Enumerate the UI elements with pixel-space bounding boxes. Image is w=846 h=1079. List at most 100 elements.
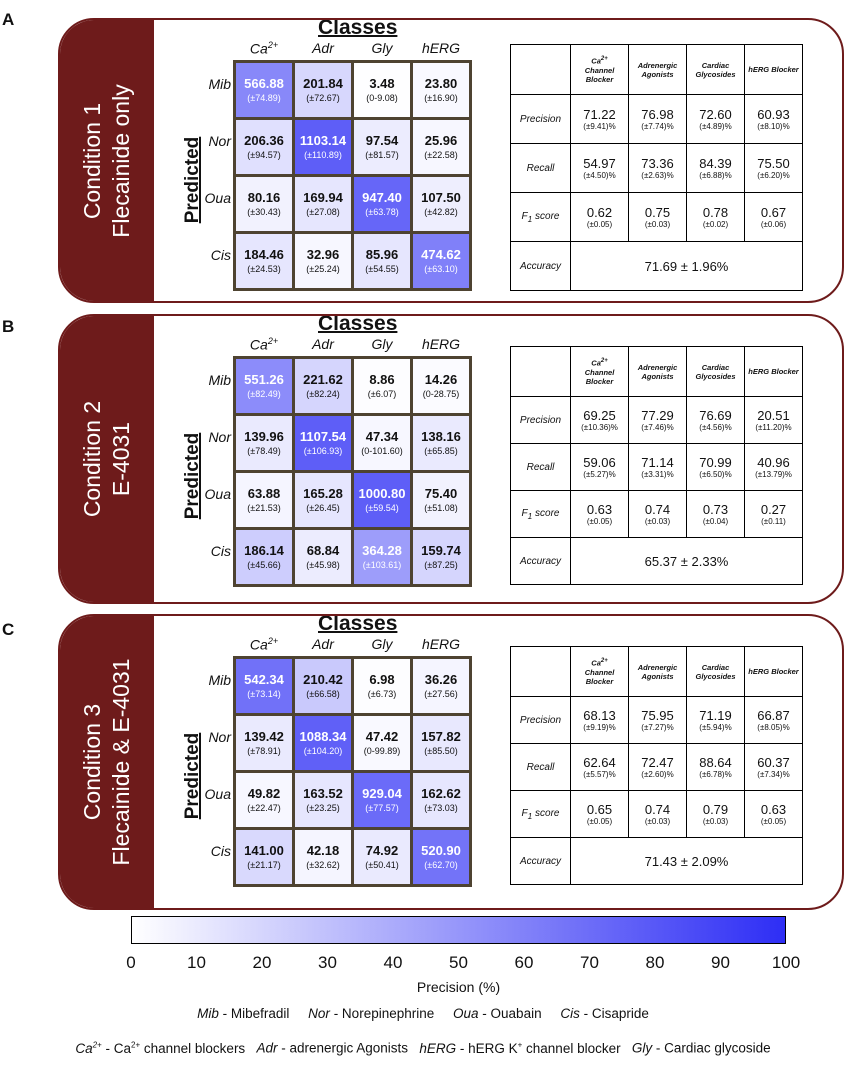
matrix-cell: 138.16 (±65.85) xyxy=(413,416,469,470)
matrix-cell: 186.14 (±45.66) xyxy=(236,530,292,584)
cell-error: (±94.57) xyxy=(247,150,281,160)
column-header: Ca2+ xyxy=(249,40,279,57)
metric-error: (±10.36)% xyxy=(581,422,618,432)
metric-value: 0.63 xyxy=(586,501,613,517)
cell-error: (±32.62) xyxy=(306,860,340,870)
metric-cell: 72.60 (±4.89)% xyxy=(686,94,745,144)
matrix-cell: 201.84 (±72.67) xyxy=(295,63,351,117)
row-header: Cis xyxy=(210,543,231,559)
metric-cell: 0.73 (±0.04) xyxy=(686,490,745,538)
colorbar-label: Precision (%) xyxy=(416,979,501,995)
legend-entry: Ca2+ - Ca2+ channel blockers xyxy=(75,1040,246,1056)
cell-value: 186.14 xyxy=(244,543,284,558)
metric-value: 0.63 xyxy=(760,801,787,817)
cell-error: (±22.47) xyxy=(247,803,281,813)
metrics-corner xyxy=(510,44,571,95)
cell-error: (±65.85) xyxy=(424,446,458,456)
matrix-cell: 6.98 (±6.73) xyxy=(354,659,410,713)
cell-error: (±85.50) xyxy=(424,746,458,756)
metric-error: (±6.78)% xyxy=(699,769,732,779)
matrix-cell: 14.26 (0-28.75) xyxy=(413,359,469,413)
metrics-row-accuracy: Accuracy 71.43 ± 2.09% xyxy=(510,837,803,885)
metrics-row-label: F1 score xyxy=(510,192,571,242)
matrix-cell: 80.16 (±30.43) xyxy=(236,177,292,231)
cell-value: 85.96 xyxy=(365,247,399,262)
metric-value: 0.79 xyxy=(702,801,729,817)
matrix-cell: 139.42 (±78.91) xyxy=(236,716,292,770)
panel-letter: C xyxy=(2,620,15,639)
metrics-column-header: hERG Blocker xyxy=(744,346,803,397)
legend-entry: Gly - Cardiac glycoside xyxy=(631,1040,771,1056)
column-header: Gly xyxy=(371,636,393,652)
metric-error: (±0.02) xyxy=(702,219,729,229)
metric-value: 76.98 xyxy=(641,106,674,122)
metric-value: 0.75 xyxy=(644,204,671,220)
metric-value: 60.37 xyxy=(757,754,790,770)
row-header: Cis xyxy=(210,843,231,859)
cell-error: (±62.70) xyxy=(424,860,458,870)
cell-value: 929.04 xyxy=(362,786,402,801)
matrix-cell: 75.40 (±51.08) xyxy=(413,473,469,527)
cell-error: (±45.98) xyxy=(306,560,340,570)
cell-value: 23.80 xyxy=(424,76,458,91)
matrix-cell: 47.34 (0-101.60) xyxy=(354,416,410,470)
legend-entry: Mib - Mibefradil xyxy=(197,1006,290,1021)
abbreviation-legend-drugs: Mib - Mibefradil Nor - Norepinephrine Ou… xyxy=(0,1006,846,1021)
metric-cell: 69.25 (±10.36)% xyxy=(570,396,629,444)
metric-error: (±7.74)% xyxy=(641,121,674,131)
condition-name: Condition 1 xyxy=(79,102,105,219)
matrix-cell: 32.96 (±25.24) xyxy=(295,234,351,288)
column-header: Gly xyxy=(371,336,393,352)
matrix-cell: 163.52 (±23.25) xyxy=(295,773,351,827)
metric-cell: 75.95 (±7.27)% xyxy=(628,696,687,744)
cell-error: (±63.10) xyxy=(424,264,458,274)
cell-value: 1107.54 xyxy=(299,429,347,444)
metric-value: 75.95 xyxy=(641,707,674,723)
matrix-cell: 74.92 (±50.41) xyxy=(354,830,410,884)
metric-error: (±0.06) xyxy=(760,219,787,229)
colorbar-tick-label: 90 xyxy=(711,953,730,972)
cell-value: 14.26 xyxy=(424,372,458,387)
matrix-cell: 184.46 (±24.53) xyxy=(236,234,292,288)
metric-error: (±9.41)% xyxy=(583,121,616,131)
colorbar-tick-label: 80 xyxy=(645,953,665,972)
row-header: Mib xyxy=(208,372,231,388)
metric-value: 69.25 xyxy=(583,407,616,423)
metric-value: 59.06 xyxy=(583,454,616,470)
matrix-cell: 1000.80 (±59.54) xyxy=(354,473,410,527)
metric-value: 0.74 xyxy=(644,801,671,817)
metric-value: 71.14 xyxy=(641,454,674,470)
metric-error: (±3.31)% xyxy=(641,469,674,479)
metric-value: 0.65 xyxy=(586,801,613,817)
metric-error: (±4.50)% xyxy=(583,170,616,180)
metric-cell: 0.75 (±0.03) xyxy=(628,192,687,242)
metric-cell: 0.67 (±0.06) xyxy=(744,192,803,242)
metric-cell: 40.96 (±13.79)% xyxy=(744,443,803,491)
metric-cell: 73.36 (±2.63)% xyxy=(628,143,687,193)
metrics-column-header: Ca2+ Channel Blocker xyxy=(570,646,629,697)
metric-cell: 0.74 (±0.03) xyxy=(628,790,687,838)
metric-error: (±13.79)% xyxy=(755,469,792,479)
metric-cell: 0.62 (±0.05) xyxy=(570,192,629,242)
metric-cell: 71.14 (±3.31)% xyxy=(628,443,687,491)
cell-error: (±27.56) xyxy=(424,689,458,699)
metric-cell: 68.13 (±9.19)% xyxy=(570,696,629,744)
metric-error: (±0.03) xyxy=(644,516,671,526)
metric-cell: 72.47 (±2.60)% xyxy=(628,743,687,791)
matrix-cell: 206.36 (±94.57) xyxy=(236,120,292,174)
cell-value: 36.26 xyxy=(424,672,458,687)
matrix-cell: 947.40 (±63.78) xyxy=(354,177,410,231)
cell-value: 169.94 xyxy=(303,190,343,205)
cell-error: (0-101.60) xyxy=(361,446,403,456)
cell-error: (±22.58) xyxy=(424,150,458,160)
metric-value: 71.19 xyxy=(699,707,732,723)
cell-value: 32.96 xyxy=(306,247,340,262)
cell-value: 184.46 xyxy=(244,247,284,262)
cell-value: 566.88 xyxy=(244,76,284,91)
colorbar-tick-label: 100 xyxy=(771,953,801,972)
cell-value: 201.84 xyxy=(303,76,343,91)
matrix-cell: 566.88 (±74.89) xyxy=(236,63,292,117)
metrics-row-recall: Recall 59.06 (±5.27)% 71.14 (±3.31)% 70.99 (±6… xyxy=(510,443,803,491)
metric-cell: 0.63 (±0.05) xyxy=(744,790,803,838)
cell-value: 139.42 xyxy=(244,729,284,744)
